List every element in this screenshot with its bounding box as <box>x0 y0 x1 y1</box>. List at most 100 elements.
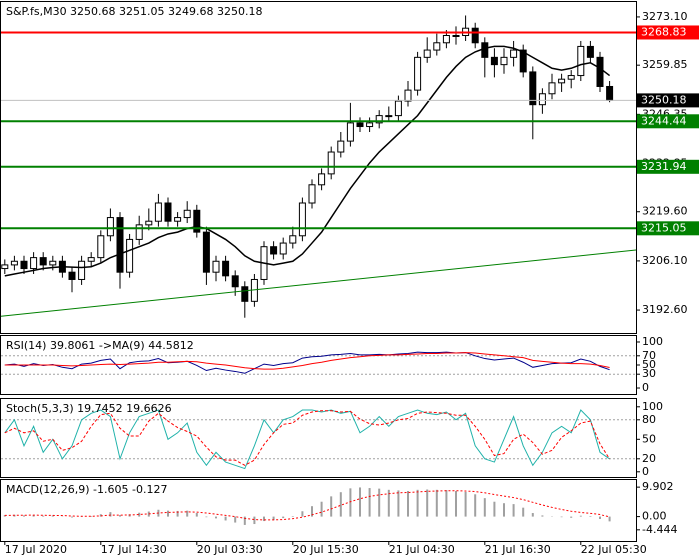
candle-body <box>481 42 489 58</box>
macd-bar <box>186 510 189 517</box>
macd-bar <box>42 515 45 517</box>
candle-body <box>145 220 153 226</box>
panel-frame <box>0 479 637 542</box>
candle-body <box>20 260 28 270</box>
candle-body <box>116 217 124 273</box>
y-tick-label: -4.444 <box>642 523 677 536</box>
level-label: 3268.83 <box>641 25 687 38</box>
y-tick-label: 9.902 <box>642 480 674 493</box>
macd-bar <box>483 498 486 517</box>
candle-body <box>346 122 354 142</box>
candle-body <box>577 45 585 77</box>
indicator-line <box>4 410 611 466</box>
current-price-box <box>637 93 699 108</box>
macd-bar <box>272 516 275 521</box>
x-tick-label: 17 Jul 14:30 <box>101 543 167 556</box>
candle-body <box>394 100 402 117</box>
macd-bar <box>503 503 505 517</box>
candle-body <box>327 151 335 175</box>
macd-bar <box>90 516 93 517</box>
level-box <box>637 159 699 174</box>
candle-body <box>442 35 450 44</box>
macd-bar <box>234 516 237 523</box>
y-tick-label: 70 <box>642 349 656 362</box>
macd-bar <box>71 516 73 518</box>
indicator-line <box>4 351 610 374</box>
macd-bar <box>243 516 246 525</box>
macd-bar <box>167 510 169 517</box>
candle-body <box>289 235 297 244</box>
macd-bar <box>599 516 601 519</box>
x-tick-label: 22 Jul 05:30 <box>581 543 647 556</box>
candle-body <box>433 42 441 51</box>
macd-bar <box>570 516 573 518</box>
y-tick-label: 0.00 <box>642 510 667 523</box>
macd-bar <box>368 488 371 517</box>
candle-body <box>366 122 374 128</box>
x-tick-label: 21 Jul 04:30 <box>389 543 455 556</box>
candle-body <box>337 140 345 153</box>
level-box <box>637 25 699 40</box>
candle-body <box>586 45 594 58</box>
macd-bar <box>541 515 544 517</box>
y-tick-label: 3206.10 <box>642 254 688 267</box>
candle-body <box>106 217 114 237</box>
panel-title: MACD(12,26,9) -1.605 -0.127 <box>6 483 167 496</box>
candle-body <box>375 115 383 124</box>
candle-body <box>30 257 38 270</box>
macd-bar <box>608 516 611 522</box>
x-tick-label: 20 Jul 15:30 <box>293 543 359 556</box>
y-tick-label: 100 <box>642 400 663 413</box>
y-tick-label: 3259.85 <box>642 58 688 71</box>
candle-body <box>452 35 460 38</box>
macd-bar <box>330 496 333 517</box>
macd-bar <box>301 511 304 517</box>
macd-bar <box>464 491 467 517</box>
indicator-line <box>4 352 610 370</box>
level-box <box>637 114 699 129</box>
macd-bar <box>263 516 265 522</box>
candle-body <box>10 260 18 266</box>
macd-bar <box>224 516 227 521</box>
candle-body <box>308 184 316 204</box>
macd-bar <box>32 515 35 517</box>
candle-body <box>193 209 201 233</box>
y-tick-label: 0 <box>642 465 649 478</box>
macd-bar <box>215 516 217 519</box>
panel-title: S&P.fs,M30 3250.68 3251.05 3249.68 3250.… <box>6 5 263 18</box>
candle-body <box>126 238 134 273</box>
level-label: 3244.44 <box>641 114 687 127</box>
indicator-line <box>4 409 610 470</box>
panel-title: Stoch(5,3,3) 19.7452 19.6626 <box>6 402 172 415</box>
y-tick-label: 20 <box>642 452 656 465</box>
candle-body <box>490 56 498 66</box>
signal-line <box>4 490 610 521</box>
macd-bar <box>522 507 525 517</box>
macd-bar <box>339 492 342 517</box>
candle-body <box>135 224 143 240</box>
macd-bar <box>23 515 25 517</box>
macd-bar <box>579 515 582 517</box>
level-label: 3231.94 <box>641 160 687 173</box>
macd-bar <box>455 491 457 517</box>
candle-body <box>510 49 518 58</box>
macd-bar <box>435 489 438 517</box>
macd-bar <box>387 489 390 517</box>
macd-bar <box>493 501 496 517</box>
macd-bar <box>531 513 534 517</box>
y-tick-label: 50 <box>642 432 656 445</box>
macd-bar <box>253 516 256 525</box>
panel-title: RSI(14) 39.8061 ->MA(9) 44.5812 <box>6 339 194 352</box>
macd-bar <box>445 490 448 517</box>
candle-body <box>318 173 326 186</box>
candle-body <box>212 260 220 273</box>
macd-bar <box>176 510 179 517</box>
candle-body <box>519 49 527 73</box>
macd-bar <box>359 487 361 517</box>
macd-bar <box>349 488 352 517</box>
y-tick-label: 3273.10 <box>642 10 688 23</box>
macd-bar <box>282 516 285 519</box>
candle-body <box>97 235 105 259</box>
macd-bar <box>397 490 400 517</box>
